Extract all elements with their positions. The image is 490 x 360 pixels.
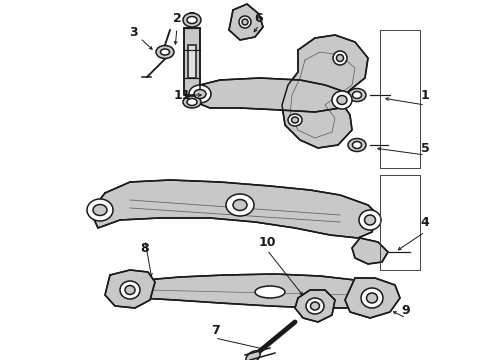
Text: 6: 6 — [255, 12, 263, 24]
Text: 5: 5 — [420, 141, 429, 154]
Text: 3: 3 — [129, 26, 137, 39]
Ellipse shape — [226, 194, 254, 216]
Ellipse shape — [337, 95, 347, 104]
Text: 10: 10 — [258, 235, 276, 248]
Ellipse shape — [246, 351, 260, 360]
Ellipse shape — [239, 16, 251, 28]
Text: 2: 2 — [172, 12, 181, 24]
Ellipse shape — [306, 298, 324, 314]
Polygon shape — [282, 35, 368, 148]
Ellipse shape — [352, 141, 362, 149]
Polygon shape — [105, 270, 155, 308]
Text: 9: 9 — [402, 303, 410, 316]
Ellipse shape — [187, 17, 197, 23]
Ellipse shape — [365, 215, 375, 225]
Ellipse shape — [367, 293, 377, 303]
Ellipse shape — [352, 91, 362, 99]
Ellipse shape — [194, 90, 206, 99]
Ellipse shape — [183, 96, 201, 108]
Text: 8: 8 — [141, 242, 149, 255]
Polygon shape — [115, 274, 378, 308]
Text: 7: 7 — [211, 324, 220, 337]
Ellipse shape — [125, 285, 135, 294]
Text: 1: 1 — [420, 89, 429, 102]
Polygon shape — [184, 28, 200, 95]
Ellipse shape — [87, 199, 113, 221]
Ellipse shape — [311, 302, 319, 310]
Ellipse shape — [242, 19, 248, 25]
Polygon shape — [345, 278, 400, 318]
Polygon shape — [188, 45, 196, 78]
Ellipse shape — [337, 54, 343, 62]
Polygon shape — [295, 290, 335, 322]
Ellipse shape — [183, 13, 201, 27]
Ellipse shape — [348, 89, 366, 102]
Ellipse shape — [233, 199, 247, 211]
Ellipse shape — [361, 288, 383, 308]
Ellipse shape — [93, 204, 107, 216]
Ellipse shape — [156, 45, 174, 59]
Polygon shape — [352, 238, 388, 264]
Polygon shape — [92, 180, 378, 238]
Ellipse shape — [120, 281, 140, 299]
Ellipse shape — [161, 49, 170, 55]
Ellipse shape — [288, 114, 302, 126]
Ellipse shape — [332, 91, 352, 109]
Ellipse shape — [187, 99, 197, 105]
Ellipse shape — [348, 139, 366, 152]
Polygon shape — [229, 4, 263, 40]
Ellipse shape — [292, 117, 298, 123]
Text: 11: 11 — [173, 89, 191, 102]
Text: 4: 4 — [420, 216, 429, 229]
Ellipse shape — [359, 210, 381, 230]
Ellipse shape — [189, 85, 211, 103]
Ellipse shape — [333, 51, 347, 65]
Polygon shape — [190, 78, 345, 112]
Ellipse shape — [255, 286, 285, 298]
